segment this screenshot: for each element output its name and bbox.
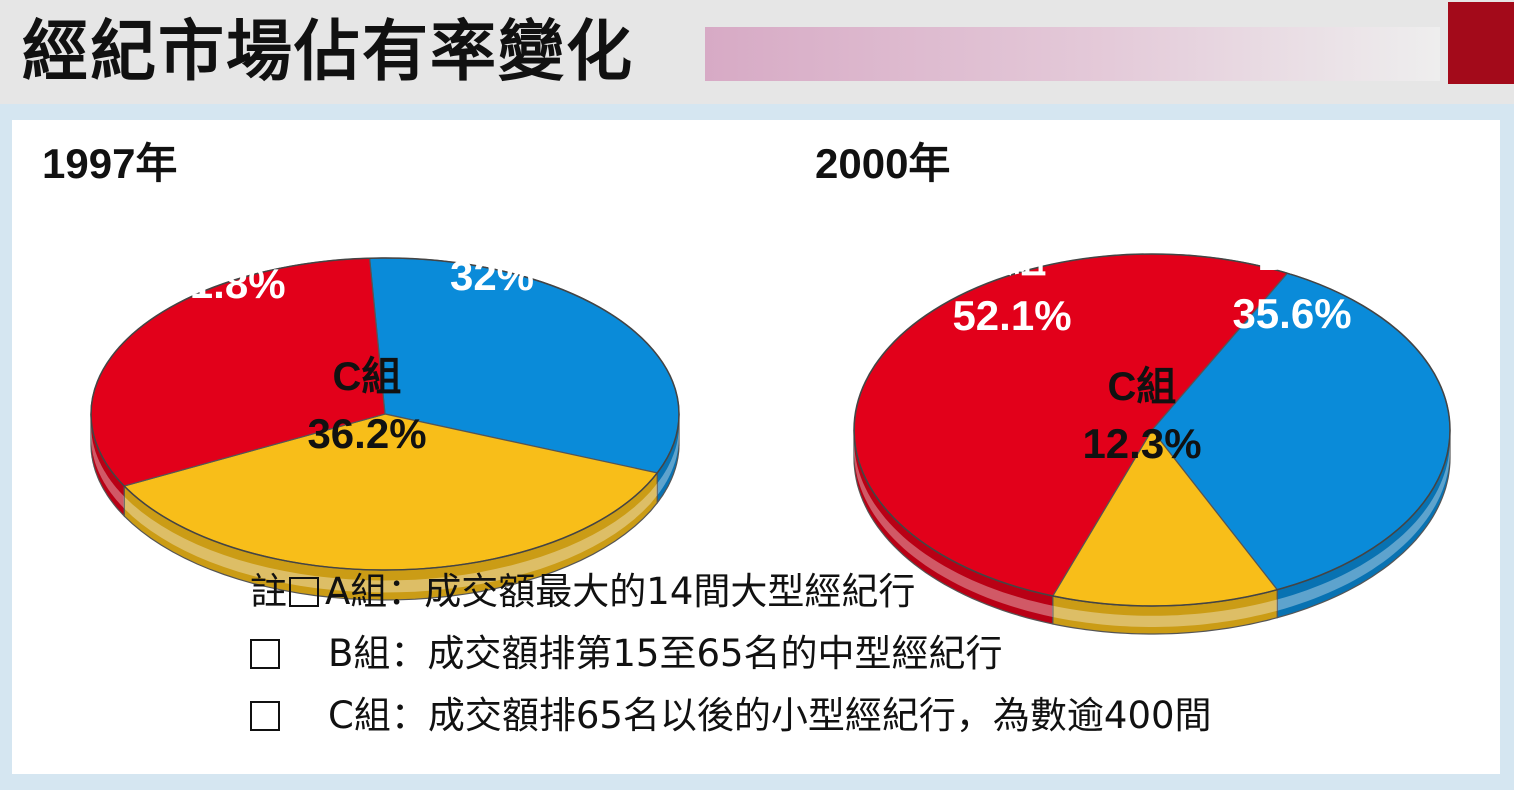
- note-group-label: B組: [328, 632, 391, 675]
- title-gradient-bar: [705, 27, 1440, 81]
- slice-value-label: 35.6%: [1232, 290, 1351, 337]
- slice-value-label: 52.1%: [952, 292, 1071, 339]
- slice-category-label: B組: [458, 197, 527, 241]
- pie-side-highlight: [657, 424, 679, 496]
- pie-side-highlight: [1277, 439, 1450, 611]
- pie-outline: [90, 257, 680, 571]
- note-text: ：成交額排65名以後的小型經紀行，為數逾400間: [390, 694, 1212, 737]
- pie-side-highlight: [124, 483, 658, 593]
- note-group-label: A組: [325, 570, 388, 613]
- slice-category-label: A組: [978, 237, 1047, 281]
- note-checkbox-icon: [250, 639, 280, 669]
- note-row-b: B組：成交額排第15至65名的中型經紀行: [250, 632, 1003, 676]
- note-prefix: 註: [250, 570, 287, 613]
- slice-value-label: 12.3%: [1082, 420, 1201, 467]
- slice-category-label: C組: [333, 355, 402, 399]
- pie-side-highlight: [1052, 599, 1278, 627]
- slice-value-label: 36.2%: [307, 410, 426, 457]
- note-row-a: 註 A組：成交額最大的14間大型經紀行: [250, 570, 915, 614]
- slice-category-label: C組: [1108, 365, 1177, 409]
- chart-panel-inner: 1997年 A組 31.8% B組 32% C組 36.2% 2000年 A組 52.1% B組 35…: [12, 120, 1500, 774]
- title-accent-block: [1448, 2, 1514, 84]
- note-checkbox-icon: [250, 701, 280, 731]
- chart-title: 1997年: [42, 140, 177, 187]
- slice-value-label: 31.8%: [166, 260, 285, 307]
- note-checkbox-icon: [289, 577, 319, 607]
- pie-chart-1997: 1997年 A組 31.8% B組 32% C組 36.2%: [42, 140, 680, 601]
- pie-side-highlight: [854, 439, 1053, 617]
- note-text: ：成交額最大的14間大型經紀行: [387, 570, 916, 613]
- note-group-label: C組: [328, 694, 391, 737]
- chart-panel: 1997年 A組 31.8% B組 32% C組 36.2% 2000年 A組 52.1% B組 35…: [0, 104, 1514, 790]
- note-row-c: C組：成交額排65名以後的小型經紀行，為數逾400間: [250, 694, 1212, 738]
- page-title: 經紀市場佔有率變化: [22, 13, 634, 90]
- note-text: ：成交額排第15至65名的中型經紀行: [390, 632, 1003, 675]
- slice-category-label: A組: [192, 205, 261, 249]
- pie-side-highlight: [91, 424, 125, 509]
- pie-charts: 1997年 A組 31.8% B組 32% C組 36.2% 2000年 A組 52.1% B組 35…: [42, 140, 1451, 635]
- chart-title: 2000年: [815, 140, 950, 187]
- header-band: 經紀市場佔有率變化: [0, 0, 1514, 104]
- pie-outline: [853, 253, 1451, 607]
- pie-chart-2000: 2000年 A組 52.1% B組 35.6% C組 12.3%: [815, 140, 1451, 635]
- slice-value-label: 32%: [450, 252, 534, 299]
- slice-category-label: B組: [1258, 235, 1327, 279]
